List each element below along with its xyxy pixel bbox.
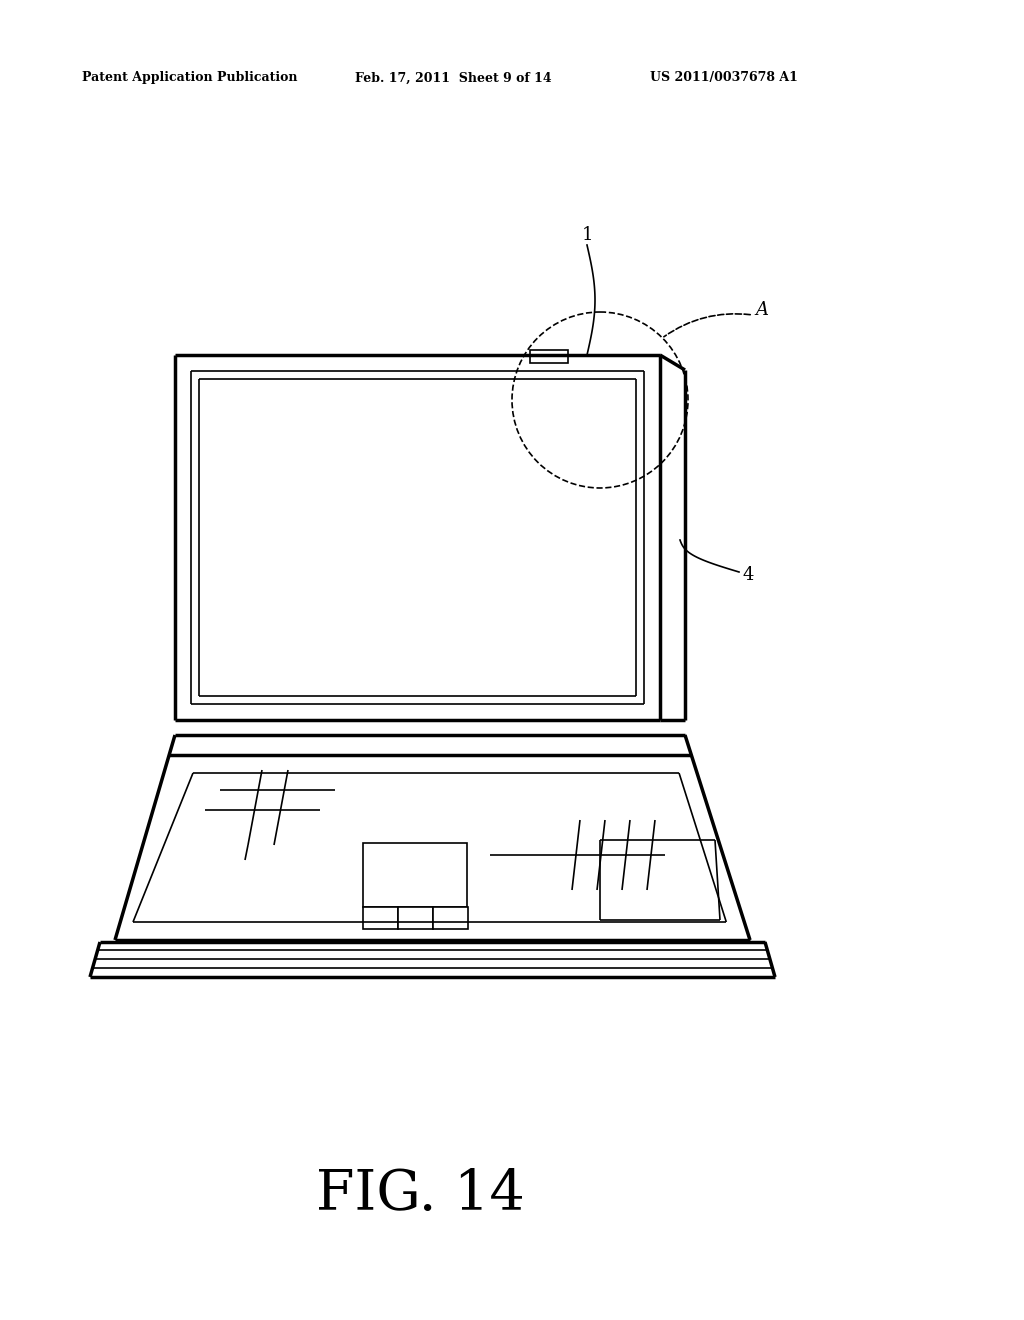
Text: Feb. 17, 2011  Sheet 9 of 14: Feb. 17, 2011 Sheet 9 of 14 (355, 71, 552, 84)
Polygon shape (433, 907, 468, 929)
Text: US 2011/0037678 A1: US 2011/0037678 A1 (650, 71, 798, 84)
Polygon shape (398, 907, 433, 929)
Text: A: A (756, 301, 768, 319)
Polygon shape (362, 843, 467, 907)
Text: FIG. 14: FIG. 14 (315, 1168, 524, 1222)
Text: 4: 4 (742, 566, 754, 583)
Polygon shape (530, 350, 568, 363)
Text: Patent Application Publication: Patent Application Publication (82, 71, 298, 84)
Polygon shape (362, 907, 398, 929)
Text: 1: 1 (583, 226, 594, 244)
